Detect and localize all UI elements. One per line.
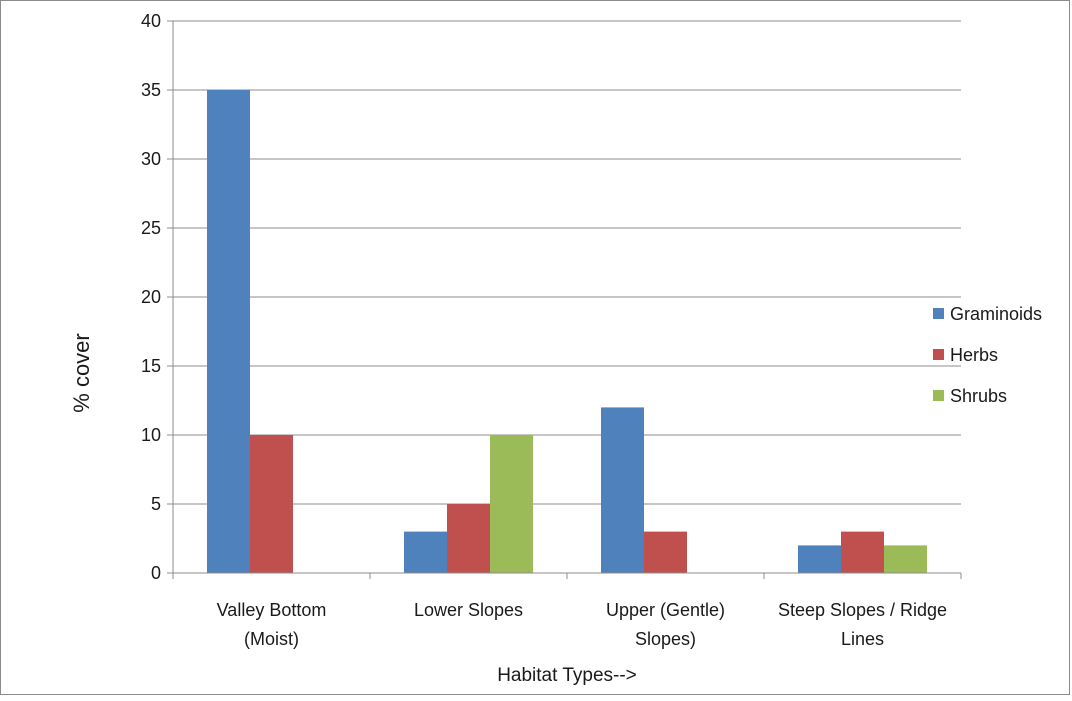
y-tick-label: 30 [141, 149, 161, 169]
y-tick-label: 40 [141, 11, 161, 31]
y-tick-label: 5 [151, 494, 161, 514]
y-tick-label: 20 [141, 287, 161, 307]
bar-shrubs [884, 545, 927, 573]
x-tick-label: Valley Bottom [217, 600, 327, 620]
legend: Graminoids Herbs Shrubs [933, 304, 1042, 406]
x-tick-labels: Valley Bottom (Moist) Lower Slopes Upper (G… [217, 600, 947, 649]
bar-shrubs [490, 435, 533, 573]
x-tick-label: Steep Slopes / Ridge [778, 600, 947, 620]
bar-graminoids [798, 545, 841, 573]
bar-graminoids [601, 407, 644, 573]
y-axis-label: % cover [69, 333, 94, 412]
x-tick-label: Slopes) [635, 629, 696, 649]
bar-herbs [841, 531, 884, 573]
bar-graminoids [207, 90, 250, 573]
x-tick-label: Lines [841, 629, 884, 649]
bar-graminoids [404, 531, 447, 573]
y-tick-label: 15 [141, 356, 161, 376]
x-tick-label: Upper (Gentle) [606, 600, 725, 620]
x-tick-label: Lower Slopes [414, 600, 523, 620]
bars [207, 90, 927, 573]
legend-swatch-graminoids [933, 308, 944, 319]
legend-swatch-herbs [933, 349, 944, 360]
bar-herbs [644, 531, 687, 573]
legend-label-herbs: Herbs [950, 345, 998, 365]
gridlines [173, 20, 961, 505]
y-tick-label: 0 [151, 563, 161, 583]
bar-herbs [250, 435, 293, 573]
legend-swatch-shrubs [933, 390, 944, 401]
x-axis-label: Habitat Types--> [497, 665, 637, 686]
y-tick-label: 35 [141, 80, 161, 100]
x-tick-label: (Moist) [244, 629, 299, 649]
y-tick-label: 10 [141, 425, 161, 445]
legend-label-shrubs: Shrubs [950, 386, 1007, 406]
legend-label-graminoids: Graminoids [950, 304, 1042, 324]
y-tick-labels: 0 5 10 15 20 25 30 35 40 [141, 11, 161, 583]
y-tick-label: 25 [141, 218, 161, 238]
axes [167, 20, 962, 579]
bar-herbs [447, 504, 490, 573]
